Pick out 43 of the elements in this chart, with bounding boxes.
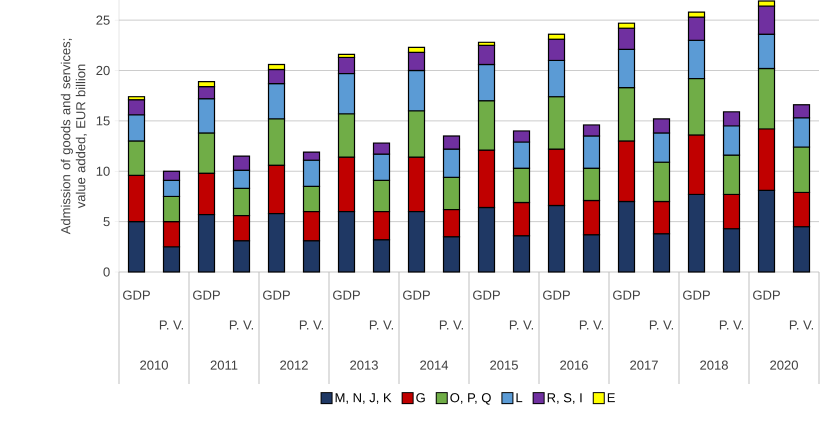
legend-label: E bbox=[608, 393, 615, 402]
text: 2015 bbox=[490, 360, 518, 370]
legend-label: M, N, J, K bbox=[336, 393, 392, 404]
text: 2013 bbox=[350, 360, 378, 370]
y-tick-label: 5 bbox=[103, 217, 110, 226]
y-tick-label: 10 bbox=[96, 166, 110, 176]
x-tick-label: P. V. bbox=[790, 320, 813, 330]
x-tick-label: GDP bbox=[473, 290, 500, 300]
text: 2016 bbox=[560, 360, 588, 370]
y-tick-label: 25 bbox=[96, 16, 110, 25]
legend-label: L bbox=[516, 393, 522, 402]
x-tick-label: P. V. bbox=[720, 320, 743, 330]
x-tick-label: P. V. bbox=[160, 320, 183, 330]
y-axis-title: Admission of goods and services; value added, EUR billion bbox=[60, 38, 87, 234]
x-tick-label: GDP bbox=[683, 290, 710, 300]
x-tick-label: GDP bbox=[543, 290, 570, 300]
legend-label: G bbox=[416, 393, 425, 402]
x-tick-label: P. V. bbox=[650, 320, 673, 330]
x-tick-label: GDP bbox=[263, 290, 290, 300]
y-tick-label: 0 bbox=[103, 267, 110, 277]
text: 2012 bbox=[280, 360, 308, 370]
y-tick-label: 15 bbox=[96, 116, 110, 126]
text: 2014 bbox=[420, 360, 448, 370]
text: 2010 bbox=[140, 360, 168, 370]
x-tick-label: P. V. bbox=[510, 320, 533, 330]
x-tick-label: GDP bbox=[403, 290, 430, 300]
x-tick-label: GDP bbox=[193, 290, 220, 300]
x-tick-label: GDP bbox=[753, 290, 780, 300]
text: 2018 bbox=[700, 360, 728, 370]
text: 2017 bbox=[630, 360, 658, 370]
x-tick-label: GDP bbox=[123, 290, 150, 300]
y-tick-label: 20 bbox=[96, 66, 110, 76]
x-tick-label: GDP bbox=[333, 290, 360, 300]
x-tick-label: P. V. bbox=[580, 320, 603, 330]
x-tick-label: P. V. bbox=[370, 320, 393, 330]
legend-label: O, P, Q bbox=[450, 393, 491, 405]
x-tick-label: P. V. bbox=[440, 320, 463, 330]
text: 2020 bbox=[770, 360, 798, 370]
legend-label: R, S, I bbox=[548, 393, 582, 404]
x-tick-label: P. V. bbox=[230, 320, 253, 330]
x-tick-label: P. V. bbox=[300, 320, 323, 330]
x-tick-label: GDP bbox=[613, 290, 640, 300]
text: 2011 bbox=[210, 360, 238, 370]
